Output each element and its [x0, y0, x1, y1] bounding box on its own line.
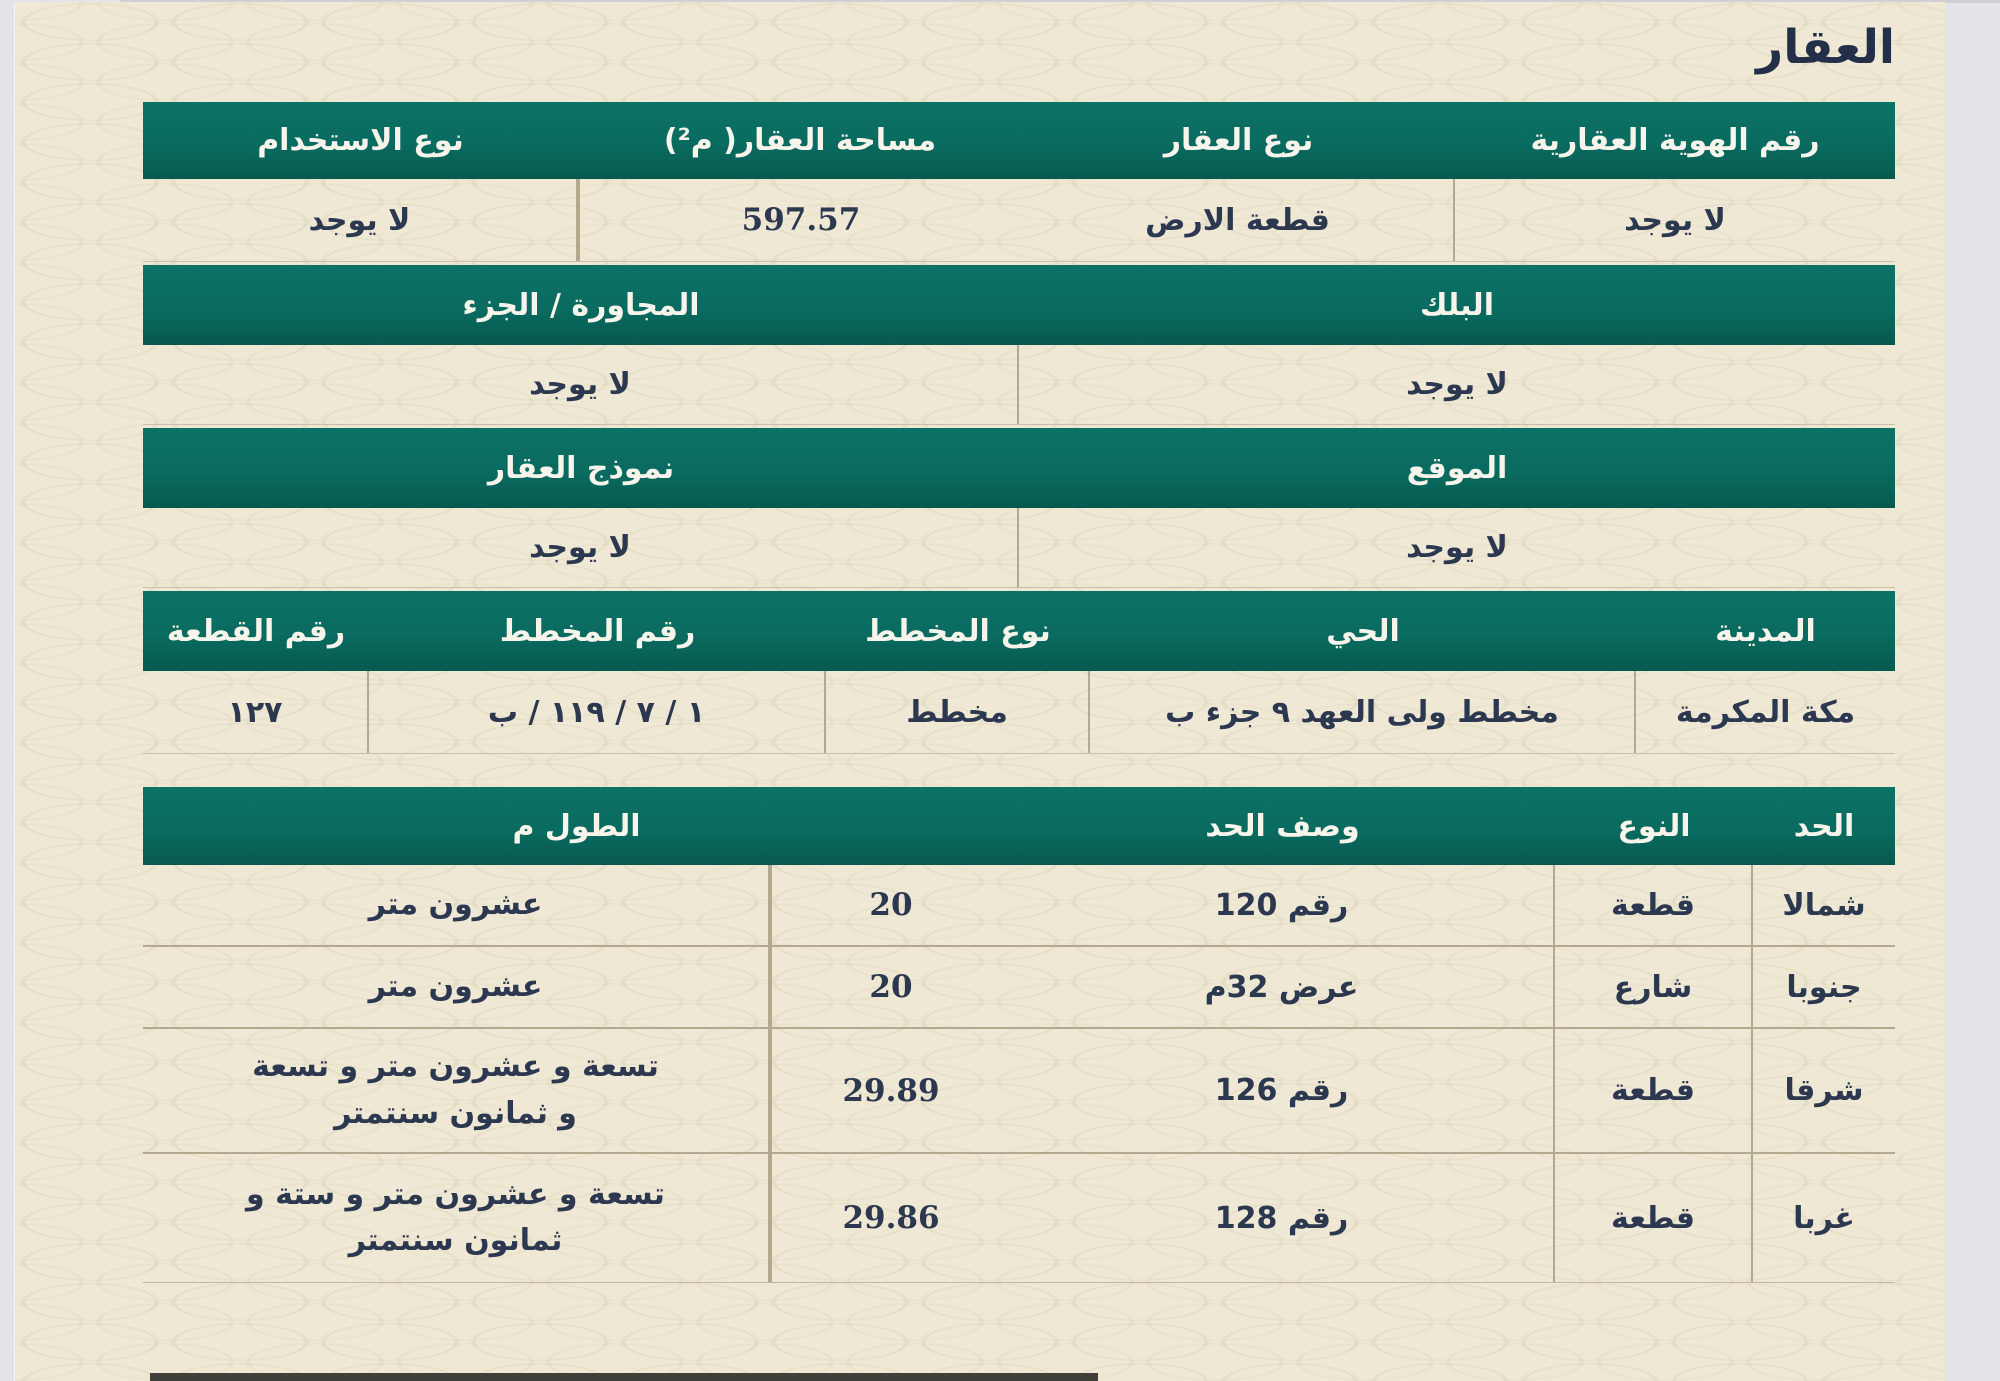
- td-property-id: لا يوجد: [1624, 202, 1726, 238]
- td-west-type: قطعة: [1555, 1154, 1753, 1282]
- td-usage-type: لا يوجد: [143, 179, 578, 261]
- td-property-type: قطعة الارض: [1022, 179, 1455, 261]
- page-top-edge: [120, 0, 2000, 3]
- property-table: رقم الهوية العقارية نوع العقار مساحة الع…: [143, 102, 1895, 754]
- th-parcel-number: رقم القطعة: [166, 613, 346, 649]
- location-header-row: الموقع نموذج العقار: [143, 428, 1895, 508]
- th-block: البلك: [1420, 287, 1494, 323]
- td-south-length: 20: [770, 947, 1010, 1027]
- block-value-row: لا يوجد لا يوجد: [143, 345, 1895, 425]
- deed-page: العقار رقم الهوية العقارية نوع العقار مس…: [14, 2, 1945, 1381]
- property-identity-value-row: لا يوجد قطعة الارض 597.57 لا يوجد: [143, 179, 1895, 262]
- td-east-description: رقم 126: [1010, 1029, 1555, 1152]
- page-title: العقار: [1756, 20, 1895, 75]
- td-north-side: شمالا: [1782, 887, 1866, 923]
- td-district: مخطط ولى العهد ٩ جزء ب: [1090, 671, 1636, 753]
- td-west-side: غربا: [1793, 1200, 1855, 1236]
- th-usage-type: نوع الاستخدام: [257, 123, 464, 158]
- th-city: المدينة: [1715, 613, 1816, 649]
- td-east-length-text: تسعة و عشرون متر و تسعة و ثمانون سنتمتر: [143, 1029, 770, 1152]
- block-header-row: البلك المجاورة / الجزء: [143, 265, 1895, 345]
- th-property-model: نموذج العقار: [487, 450, 675, 486]
- td-east-length: 29.89: [770, 1029, 1010, 1152]
- td-location: لا يوجد: [1406, 530, 1508, 565]
- td-city: مكة المكرمة: [1675, 694, 1856, 730]
- th-plan-number: رقم المخطط: [499, 613, 696, 649]
- td-south-length-text: عشرون متر: [143, 947, 770, 1027]
- td-property-model: لا يوجد: [143, 508, 1019, 587]
- td-neighbourhood-part: لا يوجد: [143, 345, 1019, 424]
- td-east-side: شرقا: [1784, 1073, 1864, 1108]
- td-south-type: شارع: [1555, 947, 1753, 1027]
- boundary-row-north: شمالا قطعة رقم 120 20 عشرون متر: [143, 865, 1895, 945]
- plan-header-row: المدينة الحي نوع المخطط رقم المخطط رقم ا…: [143, 591, 1895, 671]
- boundaries-table: الحد النوع وصف الحد الطول م شمالا قطعة ر…: [143, 787, 1895, 1283]
- td-north-type: قطعة: [1555, 865, 1753, 945]
- td-north-length-text: عشرون متر: [143, 865, 770, 945]
- th-boundary-length: الطول م: [512, 808, 641, 844]
- td-south-description: عرض 32م: [1010, 947, 1555, 1027]
- th-property-type: نوع العقار: [1163, 123, 1314, 158]
- td-block: لا يوجد: [1406, 367, 1508, 402]
- td-east-type: قطعة: [1555, 1029, 1753, 1152]
- td-west-length-text: تسعة و عشرون متر و ستة و ثمانون سنتمتر: [143, 1154, 770, 1282]
- td-plan-type: مخطط: [826, 671, 1090, 753]
- td-west-description: رقم 128: [1010, 1154, 1555, 1282]
- th-neighbourhood-part: المجاورة / الجزء: [462, 287, 700, 323]
- th-boundary-type: النوع: [1617, 808, 1691, 844]
- th-property-id: رقم الهوية العقارية: [1530, 123, 1820, 158]
- td-north-description: رقم 120: [1010, 865, 1555, 945]
- td-north-length: 20: [770, 865, 1010, 945]
- location-value-row: لا يوجد لا يوجد: [143, 508, 1895, 588]
- th-district: الحي: [1326, 613, 1400, 649]
- plan-value-row: مكة المكرمة مخطط ولى العهد ٩ جزء ب مخطط …: [143, 671, 1895, 754]
- th-boundary: الحد: [1793, 808, 1855, 844]
- th-location: الموقع: [1406, 450, 1508, 486]
- td-south-side: جنوبا: [1786, 969, 1862, 1005]
- th-boundary-description: وصف الحد: [1205, 808, 1360, 844]
- td-west-length: 29.86: [770, 1154, 1010, 1282]
- td-parcel-number: ١٢٧: [143, 671, 369, 753]
- boundary-row-west: غربا قطعة رقم 128 29.86 تسعة و عشرون متر…: [143, 1152, 1895, 1282]
- th-property-area: مساحة العقار( م²): [663, 123, 937, 158]
- th-plan-type: نوع المخطط: [865, 613, 1051, 649]
- td-property-area: 597.57: [578, 179, 1022, 261]
- boundary-row-south: جنوبا شارع عرض 32م 20 عشرون متر: [143, 945, 1895, 1027]
- next-section-edge: [150, 1373, 1098, 1381]
- property-identity-header-row: رقم الهوية العقارية نوع العقار مساحة الع…: [143, 102, 1895, 179]
- td-plan-number: ١ / ٧ / ١١٩ / ب: [369, 671, 826, 753]
- boundary-row-east: شرقا قطعة رقم 126 29.89 تسعة و عشرون متر…: [143, 1027, 1895, 1152]
- boundaries-header-row: الحد النوع وصف الحد الطول م: [143, 787, 1895, 865]
